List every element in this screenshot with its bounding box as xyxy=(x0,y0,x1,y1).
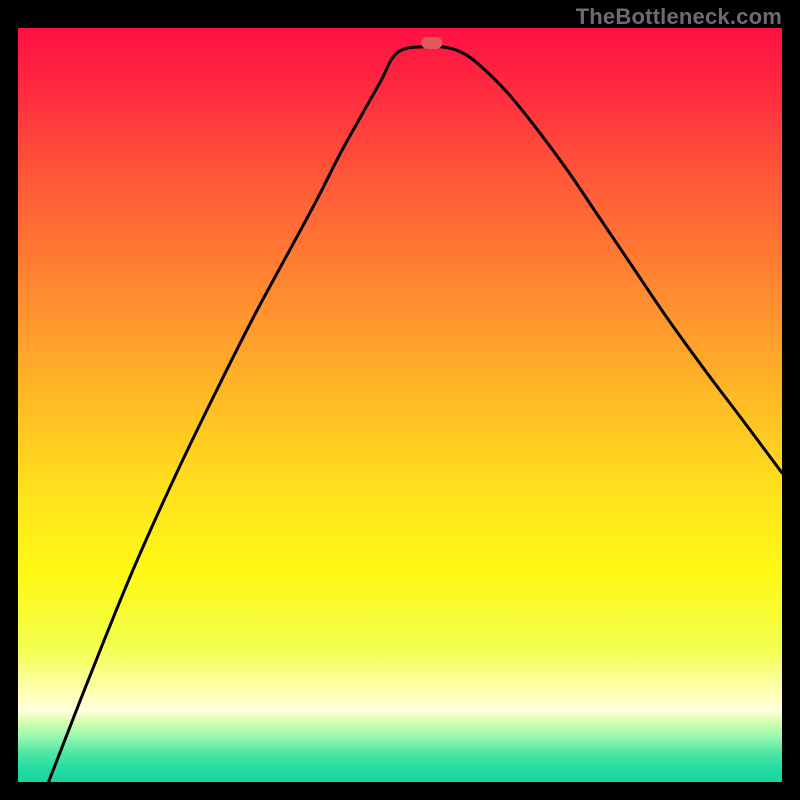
minimum-marker xyxy=(421,37,442,49)
chart-frame: TheBottleneck.com xyxy=(0,0,800,800)
watermark-text: TheBottleneck.com xyxy=(576,4,782,30)
gradient-background xyxy=(18,28,782,782)
plot-svg xyxy=(18,28,782,782)
